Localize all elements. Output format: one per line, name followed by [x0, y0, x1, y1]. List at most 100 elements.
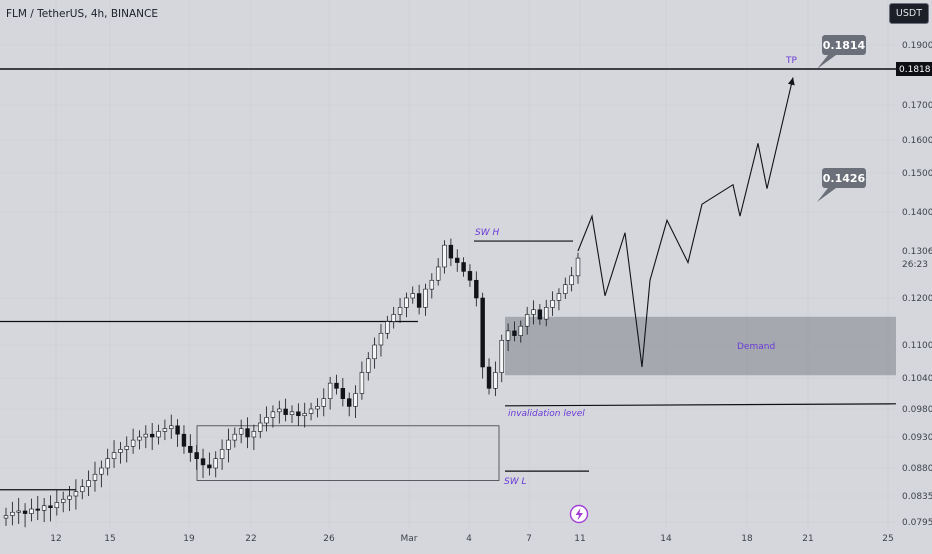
- candle-up: [137, 436, 142, 441]
- candle-up: [105, 458, 110, 469]
- horizontal-levels: [0, 68, 897, 491]
- candle-up: [258, 422, 263, 432]
- candle-down: [467, 271, 473, 281]
- candle-up: [397, 307, 403, 315]
- candle-down: [35, 508, 40, 511]
- tp-tag-text: 0.1818: [899, 65, 931, 75]
- candle-down: [200, 458, 206, 466]
- candle-up: [423, 288, 428, 308]
- time-tick: 22: [245, 534, 256, 544]
- candle-down: [149, 433, 155, 438]
- candle-up: [264, 417, 269, 424]
- time-tick: 14: [660, 534, 672, 544]
- sw-h-label: SW H: [475, 228, 499, 238]
- candle-up: [29, 508, 34, 514]
- candle-down: [346, 398, 352, 407]
- currency-button[interactable]: USDT: [888, 3, 929, 24]
- candle-up: [505, 330, 511, 341]
- invalidation-label: invalidation level: [508, 409, 585, 419]
- candle-up: [111, 452, 117, 459]
- candle-down: [474, 279, 479, 299]
- candle-up: [232, 433, 238, 441]
- callout-mid-tail: [817, 188, 836, 202]
- candle-down: [188, 445, 193, 453]
- time-tick: 25: [882, 534, 893, 544]
- price-tick: 0.0930: [902, 433, 932, 443]
- candle-up: [524, 314, 530, 327]
- candle-up: [442, 244, 447, 268]
- candle-down: [245, 428, 250, 438]
- time-tick: Mar: [401, 534, 418, 544]
- candle-up: [308, 408, 314, 414]
- invalidation-line: [504, 403, 897, 407]
- time-tick: 12: [50, 534, 61, 544]
- candle-up: [219, 449, 225, 459]
- time-tick: 7: [526, 534, 532, 544]
- candle-up: [556, 293, 562, 301]
- candle-up: [10, 511, 15, 516]
- candle-up: [80, 486, 85, 492]
- candle-up: [385, 321, 390, 334]
- candle-up: [359, 372, 365, 394]
- candle-up: [16, 510, 21, 513]
- price-tick: 0.1700: [902, 101, 932, 111]
- tp-tag-box: [896, 62, 932, 76]
- candle-up: [302, 413, 307, 417]
- time-tick: 21: [802, 534, 813, 544]
- price-tick: 0.1200: [902, 294, 932, 304]
- sw-l-label: SW L: [504, 477, 527, 487]
- candles: [3, 238, 581, 528]
- candle-up: [118, 449, 123, 453]
- grid: [55, 0, 889, 528]
- demand-label: Demand: [737, 342, 775, 352]
- candle-up: [143, 433, 149, 438]
- candle-up: [404, 297, 409, 308]
- candle-up: [289, 411, 295, 415]
- callout-top-text: 0.1814: [823, 39, 866, 52]
- candle-up: [169, 425, 174, 429]
- callout-mid[interactable]: 0.1426: [817, 168, 866, 202]
- time-tick: 19: [183, 534, 195, 544]
- candle-up: [327, 382, 333, 399]
- candle-up: [41, 505, 47, 511]
- candle-down: [194, 452, 199, 459]
- candle-down: [207, 464, 212, 469]
- callout-top[interactable]: 0.1814: [817, 35, 866, 69]
- demand-zone: [505, 316, 896, 376]
- candle-down: [455, 257, 460, 263]
- candle-up: [544, 307, 549, 320]
- candle-up: [366, 358, 371, 373]
- time-axis[interactable]: 12 15 19 22 26 Mar 4 7 11 14 18 21 25: [50, 534, 893, 544]
- candle-down: [181, 433, 187, 447]
- candle-up: [277, 408, 282, 413]
- callout-top-box: [822, 35, 866, 55]
- candle-up: [67, 495, 72, 500]
- candle-up: [569, 275, 574, 285]
- bar-countdown: 26:23: [902, 260, 928, 270]
- symbol-title[interactable]: FLM / TetherUS, 4h, BINANCE: [6, 8, 158, 20]
- candle-down: [486, 366, 492, 389]
- candle-down: [448, 244, 454, 259]
- candle-down: [283, 408, 288, 415]
- candle-up: [3, 515, 9, 519]
- price-tick: 0.1040: [902, 374, 932, 384]
- lightning-icon[interactable]: [569, 504, 589, 524]
- candle-up: [226, 439, 231, 450]
- candle-up: [563, 284, 568, 294]
- candle-down: [461, 262, 466, 272]
- candle-up: [124, 445, 129, 450]
- callout-mid-box: [822, 168, 866, 188]
- projection-arrowhead: [787, 77, 795, 86]
- candle-up: [73, 491, 79, 497]
- time-tick: 4: [466, 534, 472, 544]
- price-tick: 0.1400: [902, 208, 932, 218]
- candle-up: [130, 439, 136, 447]
- candle-down: [537, 309, 543, 320]
- candle-up: [372, 344, 377, 360]
- price-axis[interactable]: 0.1900 0.1700 0.1600 0.1500 0.1400 0.1200 0.11…: [902, 41, 932, 528]
- price-tick: 0.0835: [902, 492, 932, 502]
- candle-up: [410, 293, 415, 299]
- callout-mid-text: 0.1426: [823, 172, 866, 185]
